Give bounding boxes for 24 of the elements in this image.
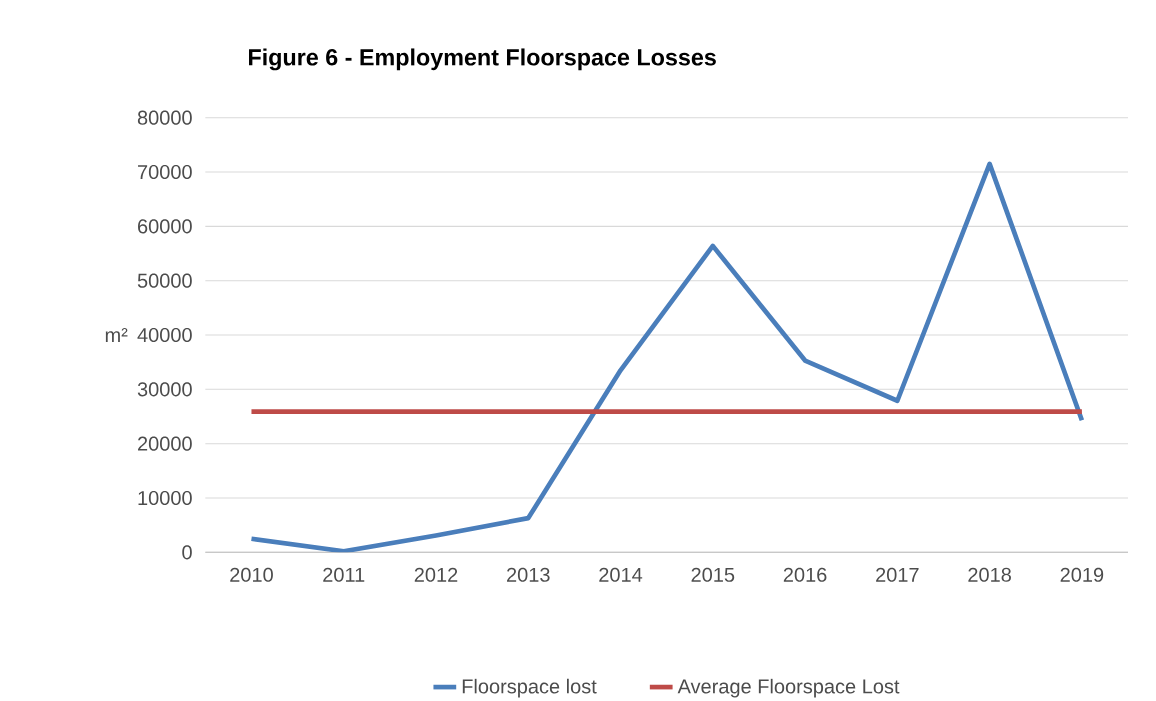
x-tick-label: 2014	[599, 567, 643, 583]
y-tick-label: 60000	[138, 219, 192, 234]
y-tick-label: 20000	[138, 436, 192, 451]
x-tick-label: 2013	[507, 567, 550, 583]
legend-label: Floorspace lost	[462, 679, 597, 698]
y-tick-label: 70000	[138, 165, 192, 180]
x-tick-label: 2019	[1060, 567, 1104, 583]
x-tick-label: 2018	[968, 567, 1011, 583]
line-series	[249, 161, 1085, 553]
x-tick-label: 2017	[876, 567, 919, 583]
x-tick-label: 2012	[414, 567, 458, 583]
chart-title: Figure 6 - Employment Floorspace Losses	[249, 48, 716, 71]
y-tick-label: 30000	[137, 382, 192, 397]
y-tick-label: 80000	[137, 110, 192, 125]
y-tick-label: 0	[182, 545, 192, 560]
x-tick-label: 2015	[691, 567, 735, 583]
y-axis-title: m²	[105, 328, 128, 343]
y-tick-label: 50000	[137, 273, 192, 288]
legend-label: Average Floorspace Lost	[677, 679, 900, 698]
x-tick-label: 2016	[783, 567, 827, 583]
x-tick-label: 2010	[230, 567, 273, 583]
y-tick-label: 10000	[138, 491, 192, 506]
y-tick-label: 40000	[137, 328, 192, 343]
x-tick-label: 2011	[323, 567, 365, 583]
